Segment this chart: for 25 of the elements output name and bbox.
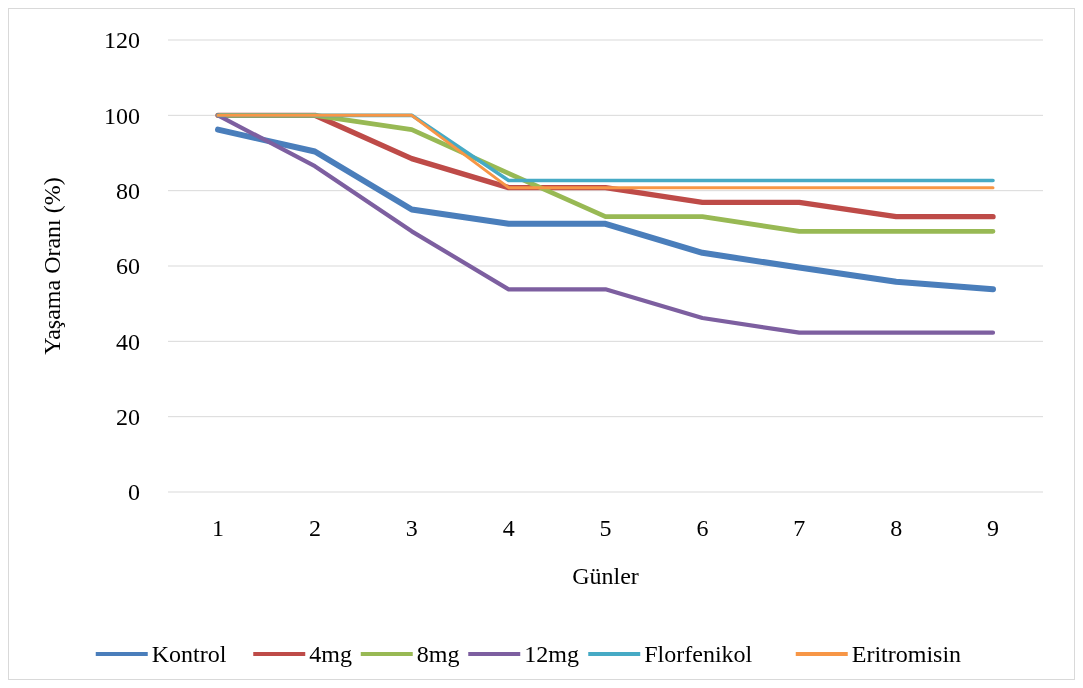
x-axis-title: Günler	[572, 563, 639, 589]
x-tick-label: 8	[890, 515, 903, 541]
y-tick-label: 60	[116, 253, 140, 280]
x-tick-label: 4	[502, 515, 515, 541]
x-tick-label: 7	[793, 515, 806, 541]
y-tick-label: 100	[104, 102, 140, 129]
y-axis-title: Yaşama Oranı (%)	[39, 177, 65, 355]
y-tick-label: 20	[116, 404, 140, 431]
y-tick-label: 40	[116, 328, 140, 355]
x-tick-label: 3	[405, 515, 418, 541]
x-tick-label: 2	[308, 515, 321, 541]
legend-label: 12mg	[524, 641, 579, 668]
x-tick-label: 1	[212, 515, 224, 541]
legend-label: Eritromisin	[851, 641, 962, 668]
y-tick-label: 0	[128, 479, 140, 506]
legend-label: 4mg	[309, 641, 352, 668]
line-series	[215, 113, 996, 335]
x-tick-label: 6	[696, 515, 709, 541]
y-tick-label: 120	[104, 27, 140, 54]
legend-label: 8mg	[416, 641, 460, 668]
legend-label: Florfenikol	[644, 641, 753, 668]
x-tick-label: 5	[599, 515, 612, 541]
y-tick-label: 80	[116, 178, 140, 205]
x-tick-label: 9	[987, 515, 999, 541]
legend-label: Kontrol	[151, 641, 227, 668]
